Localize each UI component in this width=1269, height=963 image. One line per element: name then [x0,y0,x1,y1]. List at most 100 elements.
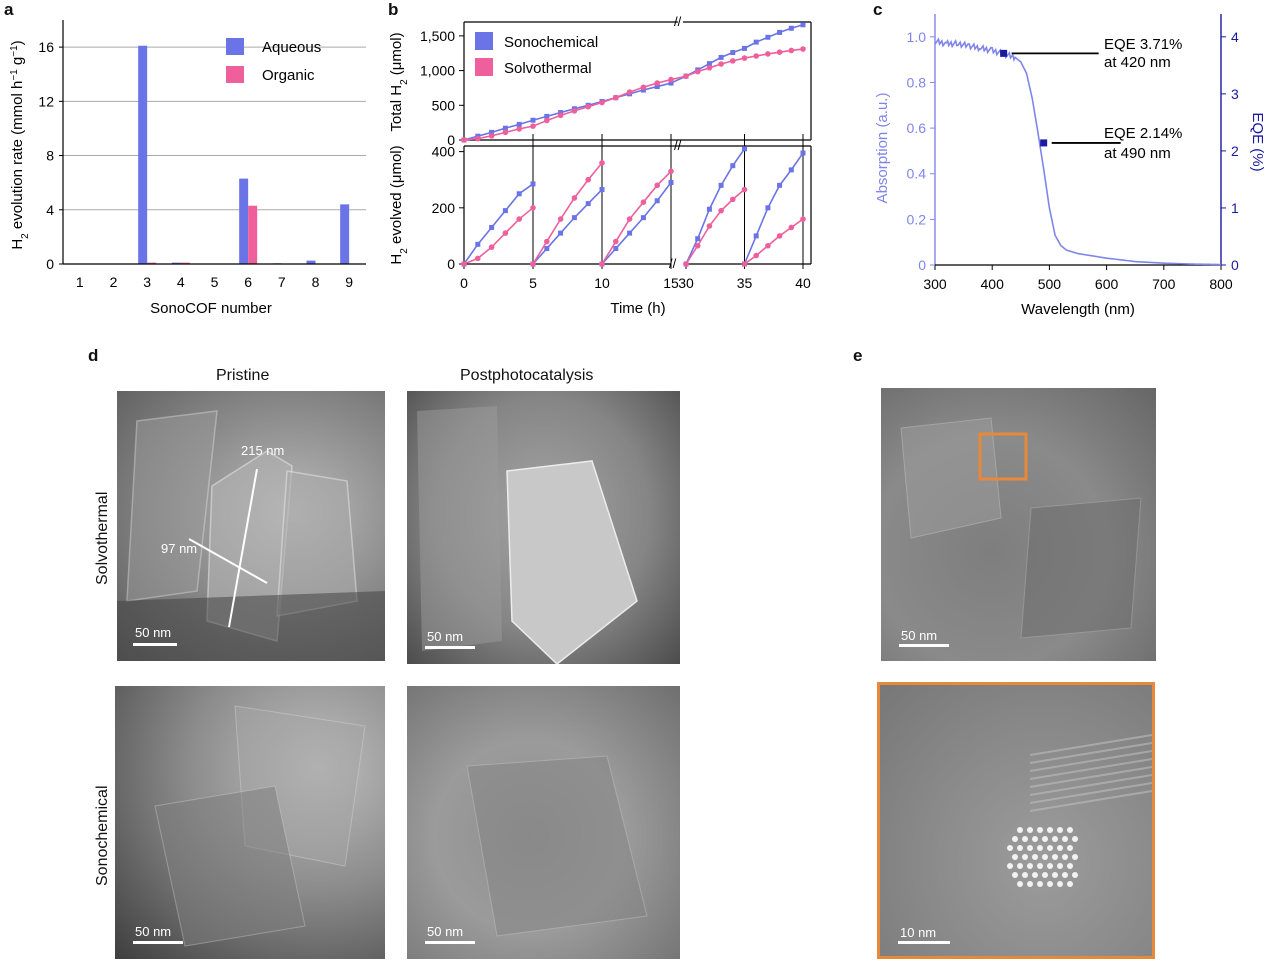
scale-label: 50 nm [901,628,938,643]
b-top-ytick-label: 1,000 [420,63,455,79]
point-sonochemical [530,181,536,187]
point-solvothermal [488,133,495,139]
lattice-dot [1007,863,1013,869]
point-sonochemical [706,61,712,67]
point-solvothermal [530,205,536,211]
a-ylabel: H2 evolution rate (mmol h−1 g−1) [9,40,31,249]
point-sonochemical [695,236,701,242]
point-solvothermal [613,238,619,245]
lattice-dot [1047,863,1053,869]
point-solvothermal [599,99,605,106]
point-solvothermal [516,216,522,222]
b-bottom-ytick-label: 200 [432,200,456,216]
point-sonochemical [640,215,646,221]
cycle-line-sonochemical [601,182,672,265]
c-ytick-left-label: 0.6 [907,120,927,136]
point-solvothermal [585,176,591,183]
legend-swatch-organic [226,66,244,83]
point-solvothermal [765,51,771,57]
lattice-fringe [1029,742,1152,764]
point-sonochemical [627,230,633,236]
d-col-title-pristine: Pristine [216,367,270,384]
point-solvothermal [800,216,806,222]
absorption-curve [934,37,1222,266]
point-sonochemical [530,117,536,123]
lattice-dot [1032,854,1038,860]
eqe-point [1040,139,1048,147]
c-ytick-right-label: 3 [1231,86,1239,102]
point-solvothermal [461,261,467,267]
cycle-line-sonochemical [463,183,534,265]
bar-organic-4 [180,262,190,264]
cycle-line-sonochemical [743,152,804,265]
lattice-pattern [1007,734,1152,887]
b-xlabel: Time (h) [610,300,665,317]
point-sonochemical [516,191,522,197]
lattice-dot [1057,845,1063,851]
point-solvothermal [516,126,522,132]
series-line-solvothermal [463,78,672,141]
cycle-line-sonochemical [685,148,746,265]
c-xtick-label: 800 [1209,276,1233,292]
point-solvothermal [706,65,713,71]
scale-label: 50 nm [427,924,464,939]
point-solvothermal [530,261,536,267]
measure-label-short: 97 nm [161,541,198,556]
lattice-fringe [1029,774,1152,796]
c-annotation-2-line2: at 490 nm [1104,145,1171,162]
a-xtick-label: 4 [177,274,185,290]
scale-label: 10 nm [900,925,937,940]
lattice-fringe [1029,734,1152,756]
point-solvothermal [475,135,481,142]
lattice-dot [1027,863,1033,869]
point-sonochemical [742,146,747,152]
point-sonochemical [788,25,794,31]
point-solvothermal [557,216,564,222]
tem-image-solvothermal-post: 50 nm [407,391,680,664]
a-xtick-label: 2 [110,274,118,290]
tem-image-solvothermal-pristine: 215 nm 97 nm 50 nm [117,391,385,661]
cycle-line-solvothermal [532,162,603,265]
point-solvothermal [668,168,674,175]
a-ytick-label: 16 [38,39,54,55]
point-solvothermal [741,55,748,61]
measure-line-short [188,538,268,584]
eqe-point [1000,49,1008,57]
lattice-dot [1037,881,1043,887]
lattice-dot [1022,854,1028,860]
point-solvothermal [640,84,647,91]
d-row-title-solvothermal: Solvothermal [94,491,111,585]
point-sonochemical [777,29,783,35]
lattice-dot [1022,872,1028,878]
point-solvothermal [706,223,713,229]
lattice-dot [1067,827,1073,833]
lattice-dot [1062,872,1068,878]
a-legend: Aqueous Organic [226,38,321,84]
c-xtick-label: 700 [1152,276,1176,292]
bar-aqueous-8 [306,260,316,264]
point-solvothermal [668,76,674,83]
lattice-dot [1017,863,1023,869]
a-ytick-label: 12 [38,93,54,109]
c-ytick-right-label: 2 [1231,143,1239,159]
point-sonochemical [585,201,591,207]
b-top-ytick-label: 0 [447,132,455,148]
point-solvothermal [488,244,495,250]
c-ytick-left-label: 0.2 [907,211,927,227]
point-solvothermal [613,94,619,101]
d-row-title-sonochemical: Sonochemical [94,785,111,887]
c-xtick-label: 600 [1095,276,1119,292]
d-col-title-post: Postphotocatalysis [460,367,594,384]
a-ytick-label: 4 [46,202,54,218]
point-sonochemical [516,121,522,127]
lattice-dot [1072,836,1078,842]
tem-image-sonochemical-post: 50 nm [407,686,680,959]
legend-swatch-aqueous [226,38,244,55]
point-sonochemical [654,198,660,204]
point-solvothermal [544,117,550,124]
point-sonochemical [753,233,759,239]
lattice-dot [1067,845,1073,851]
point-solvothermal [557,112,564,119]
